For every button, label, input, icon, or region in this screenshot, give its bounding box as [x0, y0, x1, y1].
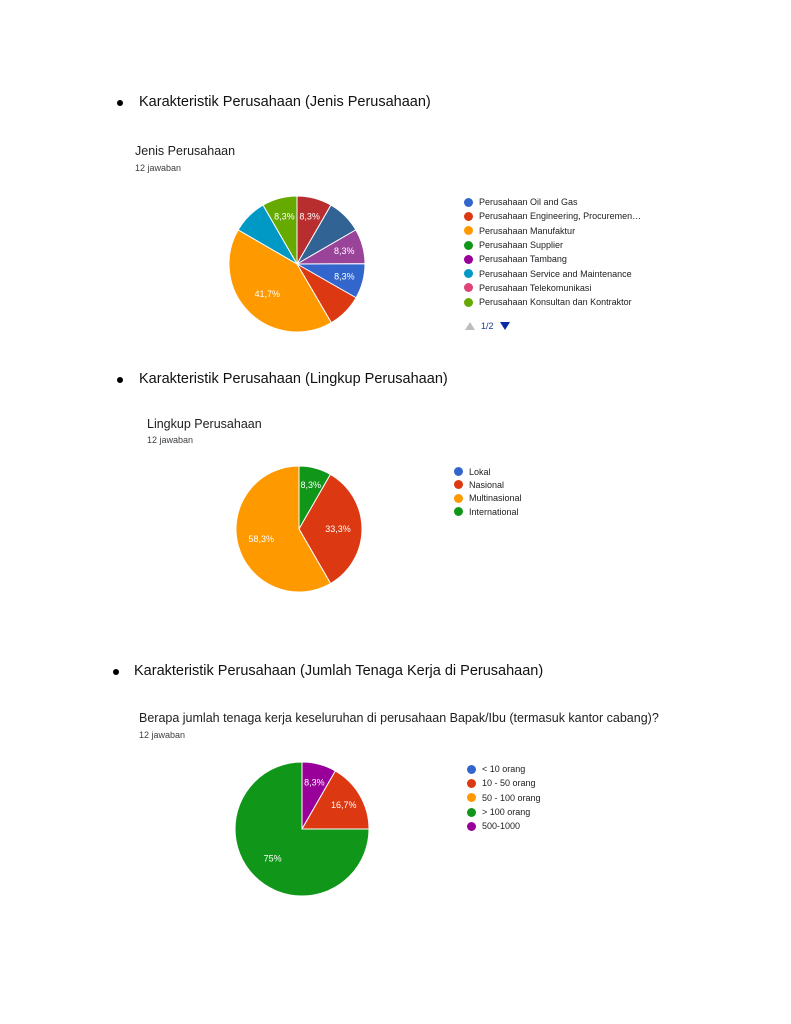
legend-label: Perusahaan Supplier [479, 240, 564, 251]
legend-item: 500-1000 [467, 819, 541, 833]
legend-label: Nasional [469, 479, 505, 490]
pie-slice-label: 8,3% [300, 480, 321, 490]
bullet-point [113, 669, 119, 675]
legend-item: Perusahaan Service and Maintenance [464, 266, 641, 280]
legend-swatch-icon [467, 778, 476, 788]
legend-swatch-icon [464, 297, 473, 307]
legend-label: Perusahaan Manufaktur [479, 225, 576, 236]
pie-slice [301, 770, 370, 830]
legend-label: Multinasional [469, 493, 522, 504]
legend-label: Perusahaan Telekomunikasi [479, 282, 592, 293]
pie-slice-label: 8,3% [304, 777, 325, 787]
legend-item: 50 - 100 orang [467, 791, 541, 805]
legend-label: < 10 orang [482, 764, 526, 775]
pie-chart-jumlah-tenaga-kerja: 8,3% 16,7% 75% [234, 761, 370, 897]
legend-item: Nasional [454, 478, 522, 491]
legend-label: Perusahaan Konsultan dan Kontraktor [479, 297, 632, 308]
legend-swatch-icon [467, 821, 476, 831]
bullet-point [117, 100, 123, 106]
legend-item: > 100 orang [467, 805, 541, 819]
pie-slice [298, 473, 363, 585]
chart-response-count: 12 jawaban [147, 435, 194, 445]
pie-slice [262, 195, 298, 266]
pie-slice [234, 761, 370, 897]
legend-item: Perusahaan Oil and Gas [464, 195, 641, 209]
legend-label: 50 - 100 orang [482, 792, 541, 803]
legend-item: Perusahaan Konsultan dan Kontraktor [464, 295, 641, 309]
chart-legend: Lokal Nasional Multinasional International [454, 465, 522, 518]
section-heading: Karakteristik Perusahaan (Jumlah Tenaga … [134, 663, 544, 679]
legend-swatch-icon [454, 507, 463, 517]
pie-slice-label: 58,3% [249, 534, 275, 544]
legend-swatch-icon [464, 269, 473, 279]
legend-swatch-icon [464, 197, 473, 207]
chart-title: Lingkup Perusahaan [147, 417, 262, 431]
legend-label: Perusahaan Tambang [479, 254, 567, 265]
pie-slice [235, 465, 332, 593]
legend-label: 10 - 50 orang [482, 778, 536, 789]
legend-swatch-icon [454, 480, 463, 490]
legend-item: Perusahaan Engineering, Procuremen… [464, 209, 641, 223]
pie-slice-label: 8,3% [299, 212, 320, 222]
legend-label: Lokal [469, 466, 491, 477]
chart-title: Jenis Perusahaan [135, 144, 236, 158]
legend-swatch-icon [467, 793, 476, 803]
legend-swatch-icon [464, 211, 473, 221]
legend-swatch-icon [464, 226, 473, 236]
legend-label: Perusahaan Oil and Gas [479, 197, 578, 208]
pie-slice-label: 8,3% [334, 271, 355, 281]
chart-legend: Perusahaan Oil and Gas Perusahaan Enginee… [464, 195, 641, 309]
section-heading: Karakteristik Perusahaan (Lingkup Perusa… [139, 371, 448, 387]
pie-slice-label: 33,3% [325, 524, 351, 534]
legend-swatch-icon [454, 467, 463, 477]
legend-swatch-icon [467, 764, 476, 774]
pie-slice-label: 16,7% [331, 800, 357, 810]
legend-label: > 100 orang [482, 807, 531, 818]
legend-label: Perusahaan Engineering, Procuremen… [479, 211, 642, 222]
legend-item: Lokal [454, 465, 522, 478]
pie-chart-jenis-perusahaan: 8,3% 8,3% 8,3% 41,7% 8,3% [228, 195, 366, 333]
pager-down-icon[interactable] [499, 322, 510, 330]
legend-swatch-icon [454, 493, 463, 503]
pie-slice-label: 8,3% [274, 212, 295, 222]
section-heading: Karakteristik Perusahaan (Jenis Perusaha… [139, 94, 431, 110]
legend-item: Multinasional [454, 492, 522, 505]
legend-swatch-icon [464, 254, 473, 264]
pie-slice [228, 229, 332, 333]
legend-item: 10 - 50 orang [467, 776, 541, 790]
pie-chart-lingkup-perusahaan: 8,3% 33,3% 58,3% [235, 465, 363, 593]
legend-label: Perusahaan Service and Maintenance [479, 268, 632, 279]
chart-legend: < 10 orang 10 - 50 orang 50 - 100 orang > 1… [467, 762, 541, 833]
pager-up-icon[interactable] [465, 322, 475, 330]
chart-response-count: 12 jawaban [139, 730, 186, 740]
legend-swatch-icon [464, 240, 473, 250]
chart-response-count: 12 jawaban [135, 163, 182, 173]
pie-slice-label: 8,3% [334, 246, 355, 256]
legend-item: International [454, 505, 522, 518]
legend-swatch-icon [467, 807, 476, 817]
legend-pager: 1/2 [465, 321, 510, 331]
legend-item: Perusahaan Manufaktur [464, 224, 641, 238]
bullet-point [117, 377, 123, 383]
pager-label: 1/2 [481, 321, 494, 331]
legend-label: 500-1000 [482, 821, 521, 832]
legend-item: Perusahaan Telekomunikasi [464, 281, 641, 295]
pie-slice-label: 75% [264, 853, 282, 863]
legend-swatch-icon [464, 283, 473, 293]
legend-item: Perusahaan Supplier [464, 238, 641, 252]
chart-title: Berapa jumlah tenaga kerja keseluruhan d… [139, 711, 659, 725]
legend-label: International [469, 506, 519, 517]
legend-item: < 10 orang [467, 762, 541, 776]
pie-slice-label: 41,7% [254, 289, 280, 299]
legend-item: Perusahaan Tambang [464, 252, 641, 266]
